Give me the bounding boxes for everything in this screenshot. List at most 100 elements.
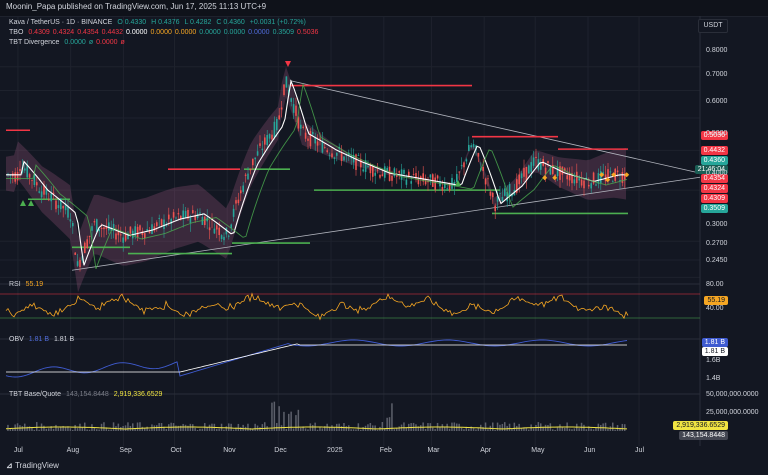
volume-bar bbox=[67, 426, 69, 431]
candle-body bbox=[268, 134, 271, 139]
obv-value-1: 1.81 B bbox=[28, 336, 49, 343]
volume-bar bbox=[240, 427, 242, 431]
volume-bar bbox=[624, 424, 626, 431]
volume-bar bbox=[434, 429, 436, 431]
volume-bar bbox=[134, 428, 136, 431]
chart-canvas[interactable] bbox=[0, 16, 768, 459]
candle-body bbox=[69, 219, 72, 222]
volume-bar bbox=[561, 427, 564, 431]
volume-bar bbox=[381, 422, 384, 431]
candle-body bbox=[624, 173, 626, 180]
volume-bar bbox=[76, 428, 79, 431]
volume-bar bbox=[273, 401, 276, 431]
volume-bar bbox=[391, 403, 393, 431]
volume-bar bbox=[288, 413, 290, 431]
volume-bar bbox=[537, 422, 540, 431]
candle-body bbox=[249, 168, 252, 171]
close-value: C 0.4360 bbox=[216, 19, 245, 26]
volume-bar bbox=[201, 428, 204, 431]
candle-body bbox=[45, 188, 48, 195]
volume-bar bbox=[206, 427, 208, 431]
buy-signal-marker bbox=[20, 200, 26, 206]
candle-body bbox=[271, 134, 273, 140]
volume-bar bbox=[499, 424, 501, 431]
candle-body bbox=[441, 186, 444, 191]
volume-bar bbox=[163, 426, 165, 431]
candle-body bbox=[261, 148, 264, 151]
tag-volume-2: 143,154.8448 bbox=[679, 431, 728, 440]
candle-body bbox=[326, 150, 328, 153]
volume-value-1: 143,154.8448 bbox=[65, 391, 109, 398]
candle-body bbox=[292, 104, 295, 113]
candle-body bbox=[609, 171, 612, 173]
candle-body bbox=[254, 157, 256, 160]
volume-bar bbox=[156, 425, 158, 431]
time-axis-label: Mar bbox=[427, 447, 440, 454]
rsi-legend: RSI 55.19 bbox=[9, 281, 46, 288]
candle-body bbox=[297, 117, 300, 129]
candle-body bbox=[535, 156, 537, 158]
volume-bar bbox=[441, 424, 444, 431]
signal-markers bbox=[20, 61, 630, 206]
candle-body bbox=[225, 227, 228, 235]
volume-bar bbox=[302, 426, 304, 431]
volume-bar bbox=[556, 427, 559, 431]
volume-bar bbox=[43, 425, 45, 431]
candle-body bbox=[463, 162, 465, 168]
volume-bar bbox=[360, 429, 362, 431]
volume-bar bbox=[369, 423, 372, 431]
candle-body bbox=[230, 224, 232, 228]
volume-bar bbox=[396, 427, 398, 431]
volume-bar bbox=[16, 423, 19, 431]
volume-bar bbox=[218, 428, 220, 431]
volume-label: TBT Base/Quote bbox=[9, 391, 62, 398]
candle-body bbox=[93, 221, 96, 223]
candle-body bbox=[487, 178, 489, 180]
volume-bar bbox=[328, 427, 331, 431]
volume-bar bbox=[595, 427, 597, 431]
time-axis-label: Aug bbox=[66, 447, 80, 454]
volume-bar bbox=[501, 423, 504, 431]
main-legend: Kava / TetherUS · 1D · BINANCE O 0.4330 … bbox=[9, 19, 309, 26]
time-axis-label: Sep bbox=[119, 447, 132, 454]
candle-body bbox=[532, 157, 535, 166]
change-value: +0.0031 (+0.72%) bbox=[249, 19, 306, 26]
volume-bar bbox=[117, 423, 120, 431]
volume-bar bbox=[84, 422, 86, 431]
candle-body bbox=[340, 153, 343, 161]
resistance-trendline bbox=[289, 80, 701, 174]
candle-body bbox=[24, 168, 26, 171]
currency-button[interactable]: USDT bbox=[698, 19, 728, 33]
tbo-value: 0.0000 bbox=[199, 29, 221, 36]
tag-obv-2: 1.81 B bbox=[701, 347, 728, 356]
volume-bar bbox=[21, 426, 24, 431]
tradingview-logo[interactable]: ⊿ TradingView bbox=[6, 461, 59, 470]
volume-bar bbox=[297, 409, 300, 431]
candle-body bbox=[168, 214, 170, 220]
volume-bar bbox=[278, 406, 280, 431]
volume-bar bbox=[196, 429, 199, 431]
cloud-band bbox=[6, 66, 626, 293]
tag-level-4324: 0.4324 bbox=[700, 184, 728, 193]
candle-body bbox=[55, 200, 57, 210]
volume-bar bbox=[187, 425, 189, 431]
candle-body bbox=[415, 173, 417, 179]
volume-bar bbox=[81, 427, 84, 431]
candle-body bbox=[396, 175, 398, 177]
tbo-value: 0.0000 bbox=[150, 29, 172, 36]
candle-body bbox=[412, 173, 415, 175]
volume-bar bbox=[7, 424, 9, 431]
volume-bar bbox=[319, 427, 321, 431]
volume-bar bbox=[448, 428, 451, 431]
candle-body bbox=[544, 167, 547, 175]
diamond-marker bbox=[624, 172, 630, 178]
volume-bar bbox=[225, 426, 228, 431]
candle-body bbox=[228, 235, 230, 237]
candle-body bbox=[40, 191, 43, 198]
volume-bar bbox=[223, 429, 225, 431]
cloud-area bbox=[6, 66, 626, 293]
volume-bar bbox=[45, 428, 48, 431]
volume-bar bbox=[264, 422, 266, 431]
support-trendline bbox=[71, 176, 701, 271]
open-value: O 0.4330 bbox=[117, 19, 147, 26]
